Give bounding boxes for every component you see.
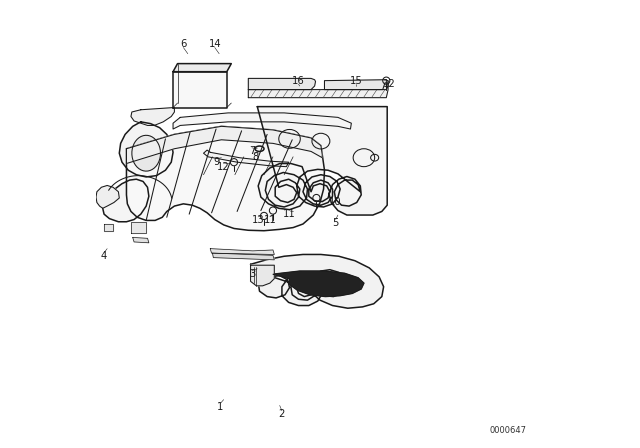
- Text: 13: 13: [252, 215, 264, 225]
- Text: 9: 9: [214, 157, 220, 167]
- Polygon shape: [131, 222, 146, 233]
- Text: 1: 1: [218, 402, 224, 412]
- Text: 8: 8: [252, 152, 258, 162]
- Polygon shape: [127, 126, 323, 164]
- Polygon shape: [132, 237, 149, 243]
- Polygon shape: [257, 107, 387, 215]
- Text: 6: 6: [180, 39, 186, 49]
- Polygon shape: [131, 108, 174, 125]
- Text: 10: 10: [330, 198, 342, 207]
- Text: 15: 15: [349, 76, 362, 86]
- Polygon shape: [210, 249, 275, 254]
- Polygon shape: [212, 253, 275, 260]
- Polygon shape: [251, 254, 383, 308]
- Polygon shape: [251, 265, 275, 286]
- Text: 5: 5: [333, 218, 339, 228]
- Polygon shape: [248, 78, 316, 90]
- Polygon shape: [104, 224, 113, 231]
- Text: 11: 11: [283, 209, 296, 219]
- Polygon shape: [96, 185, 119, 208]
- Text: 7: 7: [249, 146, 255, 156]
- Polygon shape: [103, 179, 149, 222]
- Text: 2: 2: [279, 409, 285, 419]
- Text: 3: 3: [249, 269, 255, 279]
- Polygon shape: [173, 72, 227, 108]
- Text: 11: 11: [264, 215, 276, 225]
- Polygon shape: [119, 122, 173, 177]
- Polygon shape: [273, 271, 364, 297]
- Polygon shape: [173, 64, 231, 72]
- Polygon shape: [248, 83, 388, 98]
- Polygon shape: [173, 113, 351, 129]
- Text: 4: 4: [101, 251, 107, 261]
- Text: 16: 16: [292, 76, 305, 86]
- Polygon shape: [127, 126, 324, 231]
- Polygon shape: [132, 135, 161, 171]
- Polygon shape: [204, 150, 289, 167]
- Text: 12: 12: [383, 79, 396, 89]
- Text: 14: 14: [209, 39, 221, 49]
- Polygon shape: [324, 80, 388, 90]
- Text: 0000647: 0000647: [489, 426, 526, 435]
- Text: 12: 12: [218, 162, 230, 172]
